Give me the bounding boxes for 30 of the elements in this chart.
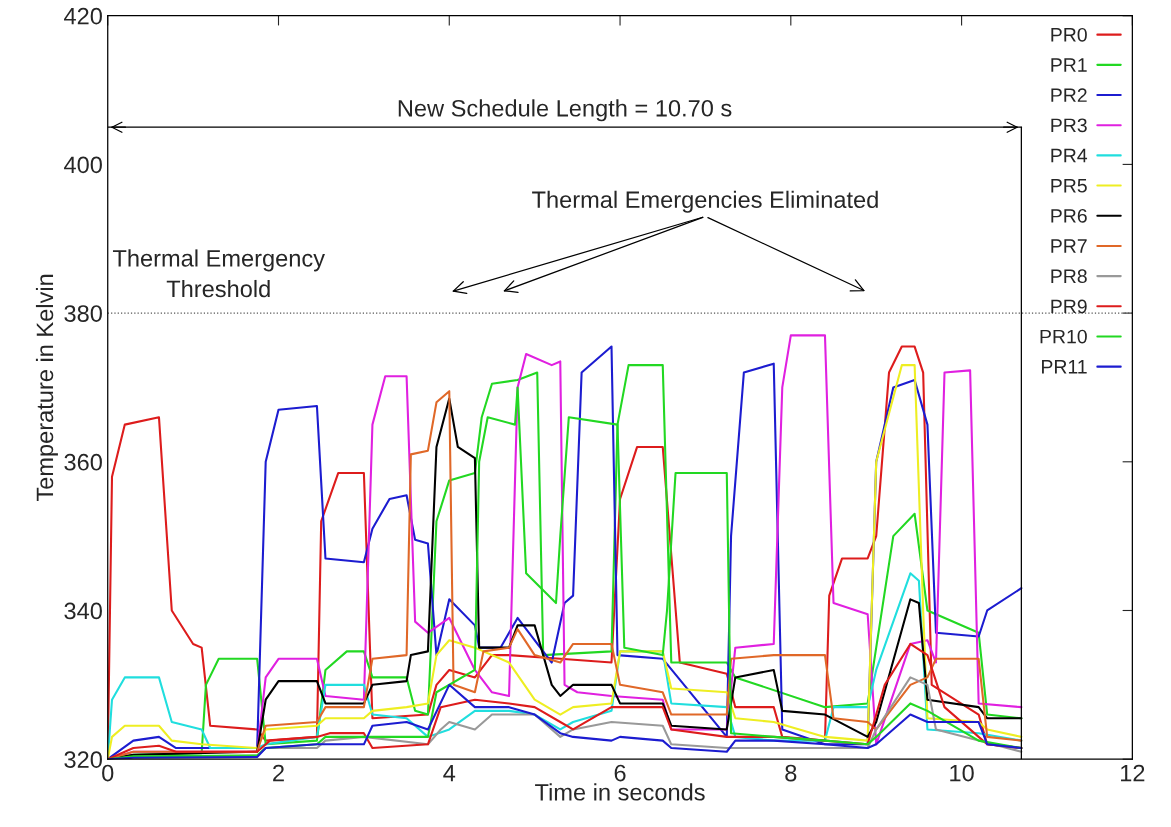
legend-label: PR11 [1042, 360, 1087, 374]
legend-label: PR6 [1051, 208, 1087, 223]
y-tick-label: 340 [64, 602, 102, 620]
x-axis-title: Time in seconds [535, 783, 705, 801]
annotation: Thermal Emergencies Eliminated [532, 190, 878, 213]
x-tick-label: 10 [950, 764, 974, 782]
y-tick-label: 420 [64, 7, 102, 25]
x-tick-label: 8 [785, 764, 797, 782]
y-axis-title: Temperature in Kelvin [35, 274, 58, 502]
x-tick-label: 6 [614, 764, 626, 782]
y-tick-label: 360 [64, 453, 102, 471]
y-tick-label: 320 [64, 751, 102, 768]
legend-label: PR0 [1051, 27, 1087, 42]
annotation: New Schedule Length = 10.70 s [398, 99, 732, 122]
legend-label: PR7 [1051, 239, 1087, 253]
legend-label: PR2 [1051, 88, 1087, 102]
legend-label: PR4 [1051, 148, 1088, 163]
legend-label: PR1 [1051, 58, 1087, 72]
legend-label: PR5 [1051, 179, 1087, 193]
x-tick-label: 12 [1121, 764, 1145, 782]
legend-label: PR3 [1051, 118, 1087, 133]
x-tick-label: 4 [443, 764, 456, 782]
x-tick-label: 0 [102, 764, 114, 782]
legend-label: PR10 [1040, 329, 1087, 344]
legend-label: PR8 [1051, 269, 1087, 284]
x-tick-label: 2 [273, 764, 284, 782]
ref-line-label: Thermal Emergency Threshold [112, 249, 325, 298]
y-tick-label: 400 [64, 156, 102, 174]
y-tick-label: 380 [64, 305, 102, 322]
legend-label: PR9 [1051, 299, 1087, 314]
